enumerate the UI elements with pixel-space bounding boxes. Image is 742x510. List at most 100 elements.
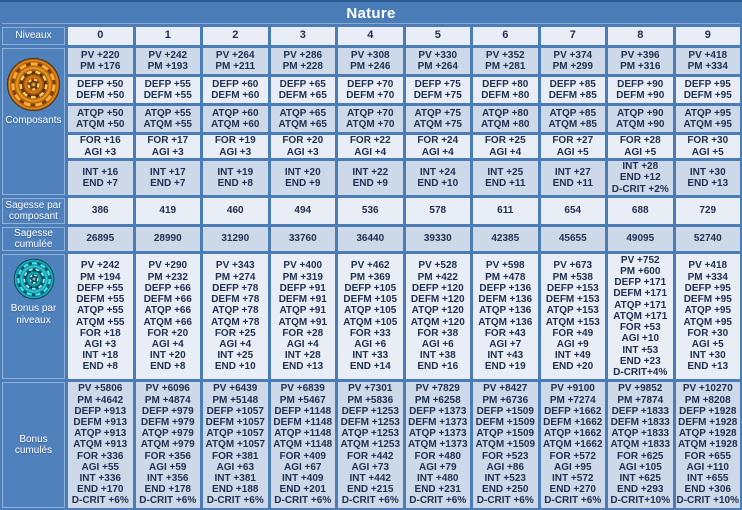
wisdom-cell: 611: [473, 198, 538, 224]
bonus-total-cell: PV +9852 PM +7874 DEFP +1833 DEFM +1833 …: [608, 382, 673, 508]
row-label-niveaux: Niveaux: [2, 27, 65, 45]
stat-cell-pv-pm: PV +220 PM +176: [68, 48, 133, 74]
stat-cell-atq: ATQP +65 ATQM +65: [270, 106, 335, 132]
stat-cell-pv-pm: PV +396 PM +316: [608, 48, 673, 74]
row-label-composants: Composants: [2, 48, 65, 195]
stat-cell-for-agi: FOR +24 AGI +4: [405, 135, 470, 158]
bonus-total-cell: PV +9100 PM +7274 DEFP +1662 DEFM +1662 …: [540, 382, 605, 508]
stat-cell-def: DEFP +60 DEFM +60: [203, 77, 268, 103]
stat-cell-for-agi: FOR +25 AGI +4: [473, 135, 538, 158]
row-label-bonus-par-niveaux: Bonus par niveaux: [2, 254, 65, 379]
stat-cell-pv-pm: PV +264 PM +211: [203, 48, 268, 74]
cyan-medallion-icon: [13, 258, 55, 300]
level-header-cell: 8: [608, 27, 673, 45]
level-header-cell: 0: [68, 27, 133, 45]
stat-cell-def: DEFP +70 DEFM +70: [338, 77, 403, 103]
stat-cell-atq: ATQP +55 ATQM +55: [135, 106, 200, 132]
bonus-level-cell: PV +400 PM +319 DEFP +91 DEFM +91 ATQP +…: [270, 254, 335, 379]
wisdom-total-cell: 45655: [540, 227, 605, 251]
wisdom-cell: 460: [203, 198, 268, 224]
stat-cell-pv-pm: PV +242 PM +193: [135, 48, 200, 74]
stat-cell-for-agi: FOR +17 AGI +3: [135, 135, 200, 158]
stat-cell-def: DEFP +65 DEFM +65: [270, 77, 335, 103]
bonus-level-cell: PV +673 PM +538 DEFP +153 DEFM +153 ATQP…: [540, 254, 605, 379]
wisdom-cell: 654: [540, 198, 605, 224]
stat-cell-for-agi: FOR +16 AGI +3: [68, 135, 133, 158]
bonus-total-cell: PV +6096 PM +4874 DEFP +979 DEFM +979 AT…: [135, 382, 200, 508]
stat-cell-int-end: INT +16 END +7: [68, 161, 133, 195]
bonus-level-cell: PV +528 PM +422 DEFP +120 DEFM +120 ATQP…: [405, 254, 470, 379]
stat-cell-atq: ATQP +60 ATQM +60: [203, 106, 268, 132]
orange-fire-medallion-icon: [6, 57, 61, 112]
stat-cell-atq: ATQP +95 ATQM +95: [675, 106, 740, 132]
level-header-cell: 5: [405, 27, 470, 45]
wisdom-total-cell: 52740: [675, 227, 740, 251]
stat-cell-def: DEFP +75 DEFM +75: [405, 77, 470, 103]
level-header-cell: 6: [473, 27, 538, 45]
level-header-cell: 4: [338, 27, 403, 45]
wisdom-total-cell: 42385: [473, 227, 538, 251]
wisdom-cell: 494: [270, 198, 335, 224]
stat-cell-int-end: INT +28 END +12 D-CRIT +2%: [608, 161, 673, 195]
bonus-total-cell: PV +5806 PM +4642 DEFP +913 DEFM +913 AT…: [68, 382, 133, 508]
bonus-level-cell: PV +290 PM +232 DEFP +66 DEFM +66 ATQP +…: [135, 254, 200, 379]
stat-cell-int-end: INT +19 END +8: [203, 161, 268, 195]
bonus-total-cell: PV +8427 PM +6736 DEFP +1509 DEFM +1509 …: [473, 382, 538, 508]
stat-cell-pv-pm: PV +418 PM +334: [675, 48, 740, 74]
bonus-total-cell: PV +7829 PM +6258 DEFP +1373 DEFM +1373 …: [405, 382, 470, 508]
stat-cell-for-agi: FOR +27 AGI +5: [540, 135, 605, 158]
wisdom-cell: 386: [68, 198, 133, 224]
row-label-sagesse-cumulee: Sagesse cumulée: [2, 227, 65, 251]
stat-cell-for-agi: FOR +20 AGI +3: [270, 135, 335, 158]
row-label-sagesse-par-composant: Sagesse par composant: [2, 198, 65, 224]
stat-cell-def: DEFP +95 DEFM +95: [675, 77, 740, 103]
stat-cell-pv-pm: PV +286 PM +228: [270, 48, 335, 74]
stat-cell-pv-pm: PV +352 PM +281: [473, 48, 538, 74]
bonus-level-cell: PV +343 PM +274 DEFP +78 DEFM +78 ATQP +…: [203, 254, 268, 379]
bonus-level-cell: PV +598 PM +478 DEFP +136 DEFM +136 ATQP…: [473, 254, 538, 379]
wisdom-cell: 729: [675, 198, 740, 224]
level-header-cell: 2: [203, 27, 268, 45]
wisdom-total-cell: 36440: [338, 227, 403, 251]
bonus-total-cell: PV +6439 PM +5148 DEFP +1057 DEFM +1057 …: [203, 382, 268, 508]
row-label-bonus-par-niveaux-text: Bonus par niveaux: [10, 303, 57, 326]
wisdom-total-cell: 28990: [135, 227, 200, 251]
stat-cell-int-end: INT +27 END +11: [540, 161, 605, 195]
stat-cell-int-end: INT +30 END +13: [675, 161, 740, 195]
stat-cell-int-end: INT +22 END +9: [338, 161, 403, 195]
stat-cell-pv-pm: PV +308 PM +246: [338, 48, 403, 74]
stat-cell-pv-pm: PV +330 PM +264: [405, 48, 470, 74]
level-header-cell: 1: [135, 27, 200, 45]
bonus-total-cell: PV +7301 PM +5836 DEFP +1253 DEFM +1253 …: [338, 382, 403, 508]
stat-cell-def: DEFP +80 DEFM +80: [473, 77, 538, 103]
stat-cell-atq: ATQP +90 ATQM +90: [608, 106, 673, 132]
level-header-cell: 9: [675, 27, 740, 45]
stat-cell-def: DEFP +90 DEFM +90: [608, 77, 673, 103]
wisdom-cell: 578: [405, 198, 470, 224]
level-header-cell: 3: [270, 27, 335, 45]
stat-cell-atq: ATQP +50 ATQM +50: [68, 106, 133, 132]
stat-cell-int-end: INT +25 END +11: [473, 161, 538, 195]
bonus-level-cell: PV +752 PM +600 DEFP +171 DEFM +171 ATQP…: [608, 254, 673, 379]
wisdom-total-cell: 39330: [405, 227, 470, 251]
bonus-level-cell: PV +418 PM +334 DEFP +95 DEFM +95 ATQP +…: [675, 254, 740, 379]
stat-cell-atq: ATQP +75 ATQM +75: [405, 106, 470, 132]
stat-cell-pv-pm: PV +374 PM +299: [540, 48, 605, 74]
stat-cell-for-agi: FOR +28 AGI +5: [608, 135, 673, 158]
stat-cell-int-end: INT +24 END +10: [405, 161, 470, 195]
wisdom-total-cell: 31290: [203, 227, 268, 251]
stat-cell-atq: ATQP +85 ATQM +85: [540, 106, 605, 132]
stat-cell-def: DEFP +50 DEFM +50: [68, 77, 133, 103]
wisdom-cell: 536: [338, 198, 403, 224]
wisdom-total-cell: 26895: [68, 227, 133, 251]
stat-cell-def: DEFP +55 DEFM +55: [135, 77, 200, 103]
stat-cell-def: DEFP +85 DEFM +85: [540, 77, 605, 103]
table-title: Nature: [2, 3, 740, 24]
bonus-total-cell: PV +6839 PM +5467 DEFP +1148 DEFM +1148 …: [270, 382, 335, 508]
stat-cell-int-end: INT +20 END +9: [270, 161, 335, 195]
stat-cell-int-end: INT +17 END +7: [135, 161, 200, 195]
stat-cell-atq: ATQP +70 ATQM +70: [338, 106, 403, 132]
stat-cell-for-agi: FOR +30 AGI +5: [675, 135, 740, 158]
bonus-level-cell: PV +462 PM +369 DEFP +105 DEFM +105 ATQP…: [338, 254, 403, 379]
